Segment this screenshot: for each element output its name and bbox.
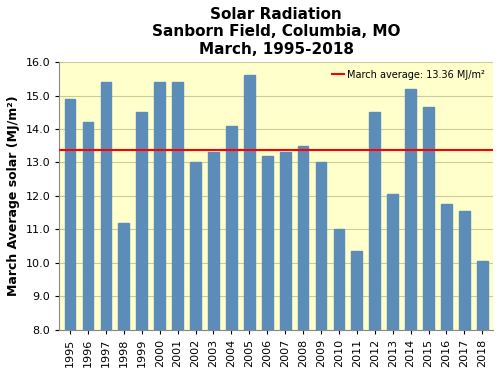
Bar xyxy=(388,194,398,374)
Bar xyxy=(172,82,183,374)
Bar xyxy=(190,162,201,374)
Bar xyxy=(244,76,254,374)
Bar xyxy=(136,112,147,374)
Bar xyxy=(208,152,219,374)
Bar xyxy=(64,99,76,374)
Bar xyxy=(100,82,112,374)
Bar xyxy=(441,204,452,374)
Bar xyxy=(82,122,94,374)
Bar xyxy=(316,162,326,374)
Bar xyxy=(334,229,344,374)
Bar xyxy=(405,89,416,374)
Y-axis label: March Average solar (MJ/m²): March Average solar (MJ/m²) xyxy=(7,95,20,296)
Bar xyxy=(370,112,380,374)
Bar xyxy=(262,156,272,374)
Bar xyxy=(459,211,470,374)
Bar xyxy=(280,152,290,374)
Bar xyxy=(154,82,165,374)
Title: Solar Radiation
Sanborn Field, Columbia, MO
March, 1995-2018: Solar Radiation Sanborn Field, Columbia,… xyxy=(152,7,400,57)
Bar xyxy=(118,223,129,374)
Bar xyxy=(477,261,488,374)
Bar xyxy=(226,126,236,374)
Legend: March average: 13.36 MJ/m²: March average: 13.36 MJ/m² xyxy=(329,67,488,83)
Bar xyxy=(298,146,308,374)
Bar xyxy=(352,251,362,374)
Bar xyxy=(423,107,434,374)
